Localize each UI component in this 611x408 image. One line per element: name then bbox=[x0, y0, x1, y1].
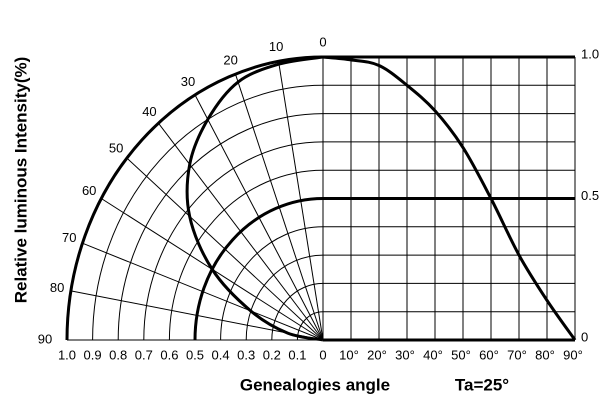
polar-grid-arc bbox=[117, 113, 324, 341]
x-tick-label: 70° bbox=[507, 347, 527, 362]
angle-tick-label: 50 bbox=[109, 141, 123, 156]
x-tick-label: 90° bbox=[563, 347, 583, 362]
x-tick-label: 20° bbox=[367, 347, 387, 362]
angle-tick-label: 40 bbox=[142, 104, 156, 119]
annotation: Ta=25° bbox=[455, 375, 509, 394]
angle-tick-label: 80 bbox=[50, 280, 64, 295]
angle-tick-label: 20 bbox=[223, 52, 237, 67]
r-tick-label: 1.0 bbox=[58, 347, 76, 362]
r-tick-label: 0.9 bbox=[84, 347, 102, 362]
r-tick-label: 0.3 bbox=[237, 347, 255, 362]
polar-grid-arc bbox=[271, 282, 324, 341]
r-tick-label: 0.6 bbox=[160, 347, 178, 362]
y-tick-label: 0.5 bbox=[581, 188, 599, 203]
angle-tick-label: 30 bbox=[181, 74, 195, 89]
polar-grid-arc bbox=[92, 84, 324, 341]
polar-curve bbox=[185, 55, 324, 342]
polar-grid-radial bbox=[158, 122, 324, 341]
polar-grid-radial bbox=[194, 94, 324, 341]
r-tick-label: 0.1 bbox=[288, 347, 306, 362]
y-tick-label: 0 bbox=[581, 329, 588, 344]
r-tick-label: 0 bbox=[319, 347, 326, 362]
x-tick-label: 50° bbox=[451, 347, 471, 362]
x-tick-label: 10° bbox=[339, 347, 359, 362]
polar-grid-radial bbox=[126, 157, 324, 341]
angle-tick-label: 0 bbox=[319, 34, 326, 49]
x-tick-label: 80° bbox=[535, 347, 555, 362]
x-tick-label: 40° bbox=[423, 347, 443, 362]
intensity-curve bbox=[322, 55, 577, 341]
r-tick-label: 0.7 bbox=[135, 347, 153, 362]
polar-grid-arc bbox=[220, 226, 324, 341]
angle-tick-label: 10 bbox=[269, 39, 283, 54]
polar-grid-arc bbox=[143, 141, 324, 341]
x-axis-title: Genealogies angle bbox=[240, 375, 390, 394]
angle-tick-label: 90 bbox=[38, 331, 52, 346]
r-tick-label: 0.5 bbox=[186, 347, 204, 362]
y-axis-title: Relative luminous Intensity(%) bbox=[11, 57, 30, 304]
x-tick-label: 30° bbox=[395, 347, 415, 362]
r-tick-label: 0.2 bbox=[263, 347, 281, 362]
polar-grid-arc bbox=[245, 254, 324, 341]
polar-grid-arc bbox=[65, 55, 324, 341]
r-tick-label: 0.4 bbox=[212, 347, 230, 362]
angle-tick-label: 60 bbox=[82, 183, 96, 198]
polar-grid-radial bbox=[82, 242, 324, 341]
y-tick-label: 1.0 bbox=[581, 46, 599, 61]
angle-tick-label: 70 bbox=[62, 230, 76, 245]
polar-grid-radial bbox=[278, 61, 324, 341]
polar-grid-arc bbox=[193, 197, 324, 341]
polar-grid-arc bbox=[168, 169, 324, 341]
polar-grid-radial bbox=[234, 73, 324, 341]
x-tick-label: 60° bbox=[479, 347, 499, 362]
r-tick-label: 0.8 bbox=[109, 347, 127, 362]
